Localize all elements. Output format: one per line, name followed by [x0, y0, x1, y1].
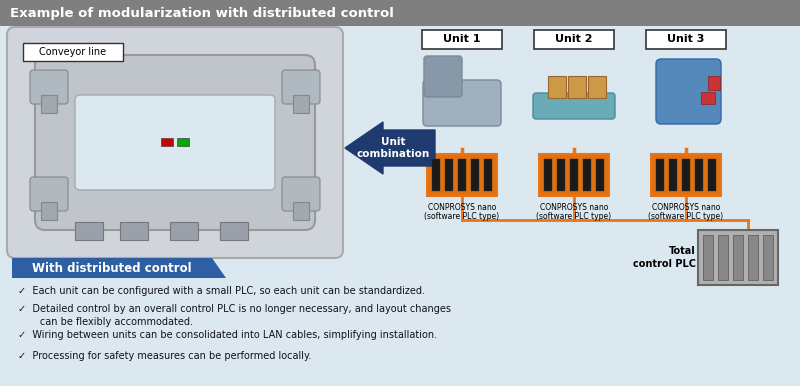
Bar: [161, 138, 173, 146]
Bar: [0, 0, 800, 26]
Bar: [23, 43, 123, 61]
Text: Unit
combination: Unit combination: [356, 137, 430, 159]
FancyBboxPatch shape: [7, 27, 343, 258]
Bar: [568, 76, 586, 98]
Text: With distributed control: With distributed control: [32, 262, 192, 276]
FancyBboxPatch shape: [35, 55, 315, 230]
Text: (software PLC type): (software PLC type): [425, 212, 499, 221]
Text: Unit 1: Unit 1: [443, 34, 481, 44]
Text: (software PLC type): (software PLC type): [649, 212, 723, 221]
Bar: [220, 222, 248, 240]
Bar: [458, 159, 466, 191]
Bar: [656, 159, 664, 191]
Bar: [41, 202, 57, 220]
Bar: [708, 76, 720, 90]
Text: Unit 3: Unit 3: [667, 34, 705, 44]
Bar: [651, 154, 721, 196]
Bar: [120, 222, 148, 240]
Bar: [41, 95, 57, 113]
Bar: [763, 235, 773, 280]
Bar: [539, 154, 609, 196]
FancyBboxPatch shape: [30, 70, 68, 104]
Bar: [583, 159, 591, 191]
Bar: [646, 30, 726, 49]
Bar: [293, 202, 309, 220]
Text: CONPROSYS nano: CONPROSYS nano: [540, 203, 608, 212]
Bar: [484, 159, 492, 191]
Bar: [432, 159, 440, 191]
Bar: [570, 159, 578, 191]
Bar: [718, 235, 728, 280]
Bar: [534, 30, 614, 49]
FancyBboxPatch shape: [282, 70, 320, 104]
Text: Example of modularization with distributed control: Example of modularization with distribut…: [10, 7, 394, 20]
Text: Total
control PLC: Total control PLC: [633, 246, 696, 269]
Bar: [471, 159, 479, 191]
FancyBboxPatch shape: [533, 93, 615, 119]
Bar: [544, 159, 552, 191]
Bar: [293, 95, 309, 113]
FancyBboxPatch shape: [423, 80, 501, 126]
Bar: [177, 138, 189, 146]
Bar: [170, 222, 198, 240]
Text: ✓  Detailed control by an overall control PLC is no longer necessary, and layout: ✓ Detailed control by an overall control…: [18, 304, 451, 327]
Bar: [669, 159, 677, 191]
FancyArrow shape: [345, 122, 435, 174]
Bar: [427, 154, 497, 196]
Bar: [422, 30, 502, 49]
FancyBboxPatch shape: [282, 177, 320, 211]
Bar: [548, 76, 566, 98]
Bar: [703, 235, 713, 280]
Text: ✓  Processing for safety measures can be performed locally.: ✓ Processing for safety measures can be …: [18, 351, 311, 361]
Text: ✓  Each unit can be configured with a small PLC, so each unit can be standardize: ✓ Each unit can be configured with a sma…: [18, 286, 425, 296]
Text: (software PLC type): (software PLC type): [537, 212, 611, 221]
Bar: [75, 222, 103, 240]
Bar: [708, 159, 716, 191]
Bar: [695, 159, 703, 191]
Text: Unit 2: Unit 2: [555, 34, 593, 44]
FancyBboxPatch shape: [30, 177, 68, 211]
Bar: [588, 76, 606, 98]
Text: ✓  Wiring between units can be consolidated into LAN cables, simplifying install: ✓ Wiring between units can be consolidat…: [18, 330, 437, 340]
Bar: [445, 159, 453, 191]
Text: CONPROSYS nano: CONPROSYS nano: [652, 203, 720, 212]
Text: CONPROSYS nano: CONPROSYS nano: [428, 203, 496, 212]
Bar: [682, 159, 690, 191]
Bar: [557, 159, 565, 191]
Bar: [748, 235, 758, 280]
FancyBboxPatch shape: [656, 59, 721, 124]
Bar: [596, 159, 604, 191]
Bar: [698, 230, 778, 285]
Bar: [733, 235, 743, 280]
Bar: [701, 92, 715, 104]
FancyBboxPatch shape: [424, 56, 462, 97]
FancyBboxPatch shape: [75, 95, 275, 190]
Polygon shape: [12, 258, 226, 278]
Text: Conveyor line: Conveyor line: [39, 47, 106, 57]
